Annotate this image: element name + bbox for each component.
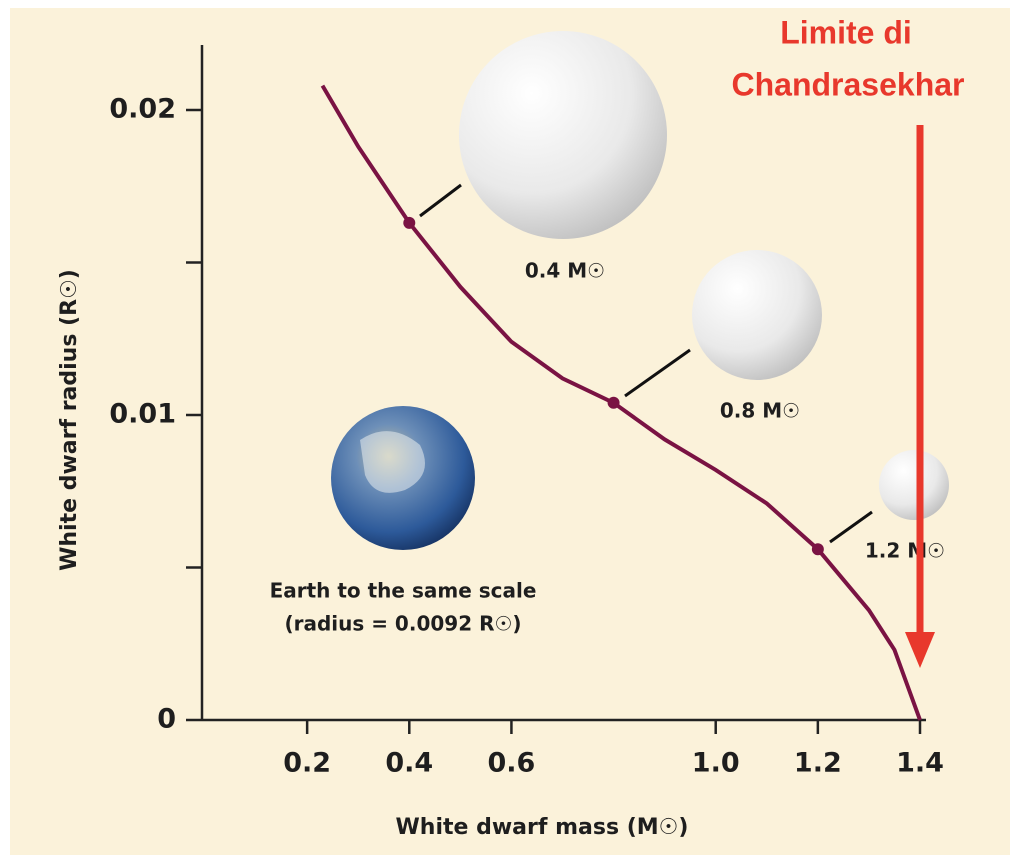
point: [608, 397, 620, 409]
earth-label: Earth to the same scale: [270, 579, 537, 603]
earth-label: (radius = 0.0092 R☉): [284, 612, 521, 636]
point: [812, 543, 824, 555]
dwarf-sphere: [879, 450, 949, 520]
dwarf-sphere: [459, 31, 667, 239]
limit-label: Limite di: [780, 14, 912, 50]
y-axis-title: White dwarf radius (R☉): [57, 269, 82, 571]
x-tick-label: 0.4: [385, 748, 433, 779]
x-tick-label: 1.2: [794, 748, 842, 779]
point-label: 0.8 M☉: [720, 399, 800, 423]
x-tick-label: 0.6: [488, 748, 536, 779]
chart: White dwarf radius (R☉) White dwarf mass…: [0, 0, 1020, 860]
x-axis-title: White dwarf mass (M☉): [396, 815, 689, 840]
y-tick-label: 0.01: [109, 399, 176, 430]
x-tick-label: 0.2: [283, 748, 331, 779]
x-tick-label: 1.0: [692, 748, 740, 779]
point-label: 0.4 M☉: [525, 259, 605, 283]
point: [403, 217, 415, 229]
limit-label: Chandrasekhar: [732, 66, 965, 102]
y-tick-label: 0.02: [109, 94, 176, 125]
dwarf-sphere: [692, 250, 822, 380]
y-tick-label: 0: [157, 704, 176, 735]
x-tick-label: 1.4: [896, 748, 944, 779]
point-label: 1.2 M☉: [865, 539, 945, 563]
